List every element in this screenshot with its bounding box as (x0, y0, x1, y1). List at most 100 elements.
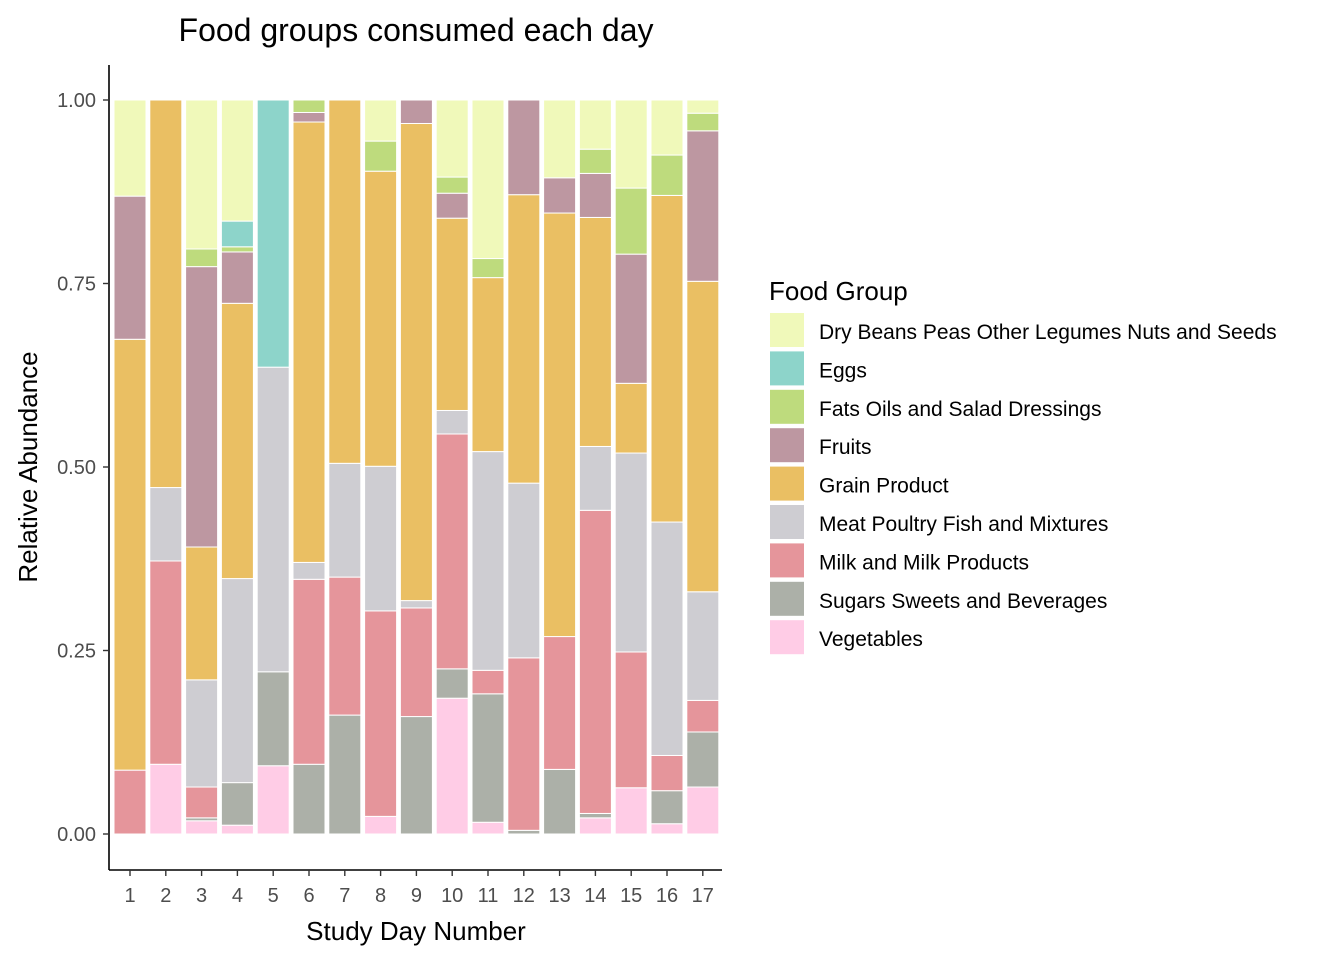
bar-segment-day-12-series-3 (507, 482, 541, 659)
bar-segment-day-4-series-1 (220, 782, 254, 826)
bar-segment-day-10-series-8 (435, 99, 469, 178)
x-axis-label: Study Day Number (306, 916, 526, 946)
bar-segment-day-16-series-2 (650, 754, 684, 792)
bar-segment-day-3-series-2 (185, 786, 219, 819)
bar-segment-day-15-series-3 (614, 452, 648, 653)
bar-segment-day-12-series-2 (507, 657, 541, 831)
bar-segment-day-8-series-0 (364, 815, 398, 835)
bar-segment-day-6-series-4 (292, 121, 326, 563)
y-tick-label: 0.75 (57, 274, 96, 296)
bar-segment-day-7-series-2 (328, 576, 362, 716)
bar-segment-day-2-series-0 (149, 763, 183, 835)
axes-group: 0.000.250.500.751.001 2 3 4 5 6 7 8 9 10 11 12 13 14 1… (57, 65, 722, 907)
bar-segment-day-3-series-3 (185, 679, 219, 788)
bar-segment-day-17-series-4 (686, 280, 720, 593)
bar-segment-day-17-series-3 (686, 591, 720, 701)
bar-segment-day-7-series-3 (328, 462, 362, 578)
bar-segment-day-9-series-1 (399, 716, 433, 835)
bar-segment-day-4-series-3 (220, 578, 254, 784)
legend-key-label: Vegetables (819, 628, 923, 651)
bar-segment-day-7-series-1 (328, 714, 362, 835)
chart-title: Food groups consumed each day (179, 12, 654, 48)
legend: Food Group Dry Beans Peas Other Legumes … (769, 276, 1277, 655)
bar-segment-day-4-series-5 (220, 251, 254, 304)
bar-segment-day-2-series-2 (149, 560, 183, 765)
legend-key-swatch (770, 466, 804, 501)
x-tick-label: 13 (548, 885, 570, 907)
x-tick-label: 12 (513, 885, 535, 907)
legend-key-swatch (770, 428, 804, 463)
legend-key-swatch (770, 351, 804, 386)
bar-segment-day-14-series-3 (578, 445, 612, 511)
bar-segment-day-16-series-3 (650, 521, 684, 756)
x-tick-label: 6 (303, 885, 314, 907)
legend-key-swatch (770, 620, 804, 655)
x-tick-label: 3 (196, 885, 207, 907)
bar-segment-day-14-series-2 (578, 509, 612, 814)
bar-segment-day-13-series-8 (543, 99, 577, 179)
bar-segment-day-17-series-2 (686, 699, 720, 733)
x-tick-label: 5 (268, 885, 279, 907)
bar-segment-day-7-series-4 (328, 99, 362, 464)
x-tick-label: 2 (160, 885, 171, 907)
bar-segment-day-14-series-5 (578, 172, 612, 218)
bar-segment-day-11-series-1 (471, 693, 505, 823)
bar-segment-day-14-series-4 (578, 216, 612, 447)
bar-segment-day-5-series-3 (256, 366, 290, 673)
bar-segment-day-13-series-4 (543, 212, 577, 638)
bar-segment-day-15-series-8 (614, 99, 648, 189)
bar-segment-day-4-series-6 (220, 246, 254, 253)
y-tick-label: 0.00 (57, 824, 96, 846)
bar-segment-day-11-series-0 (471, 821, 505, 835)
legend-key-swatch (770, 581, 804, 616)
bar-segment-day-15-series-5 (614, 253, 648, 384)
legend-key-label: Fats Oils and Salad Dressings (819, 398, 1101, 421)
bar-segment-day-4-series-7 (220, 220, 254, 248)
bar-segment-day-6-series-1 (292, 763, 326, 835)
bar-segment-day-16-series-8 (650, 99, 684, 156)
x-tick-label: 15 (620, 885, 642, 907)
bar-segment-day-2-series-3 (149, 487, 183, 562)
bar-segment-day-1-series-8 (113, 99, 147, 197)
bar-segment-day-4-series-0 (220, 824, 254, 835)
bar-segment-day-9-series-5 (399, 99, 433, 124)
bar-segment-day-10-series-5 (435, 192, 469, 219)
x-tick-label: 16 (656, 885, 678, 907)
bar-segment-day-9-series-2 (399, 607, 433, 718)
bar-segment-day-12-series-5 (507, 99, 541, 196)
bar-segment-day-17-series-5 (686, 130, 720, 282)
bar-segment-day-12-series-4 (507, 194, 541, 484)
bar-segment-day-4-series-4 (220, 302, 254, 580)
bar-segment-day-15-series-2 (614, 651, 648, 789)
x-tick-label: 1 (124, 885, 135, 907)
y-tick-label: 1.00 (57, 90, 96, 112)
bar-segment-day-11-series-8 (471, 99, 505, 260)
bar-segment-day-17-series-1 (686, 731, 720, 788)
bar-segment-day-14-series-8 (578, 99, 612, 150)
legend-key-swatch (770, 389, 804, 424)
bar-segment-day-8-series-4 (364, 170, 398, 467)
bar-segment-day-11-series-6 (471, 258, 505, 279)
bar-segment-day-10-series-4 (435, 217, 469, 411)
bar-segment-day-10-series-1 (435, 668, 469, 699)
bar-segment-day-3-series-6 (185, 248, 219, 268)
bar-segment-day-6-series-2 (292, 578, 326, 765)
legend-key-label: Sugars Sweets and Beverages (819, 590, 1107, 613)
bar-segment-day-16-series-4 (650, 194, 684, 523)
x-tick-label: 9 (411, 885, 422, 907)
bar-segment-day-11-series-4 (471, 277, 505, 453)
bar-segment-day-6-series-6 (292, 99, 326, 113)
bar-segment-day-5-series-1 (256, 671, 290, 767)
bar-segment-day-13-series-2 (543, 636, 577, 770)
bar-segment-day-3-series-8 (185, 99, 219, 250)
bar-segment-day-15-series-0 (614, 787, 648, 835)
x-tick-label: 11 (478, 885, 499, 907)
x-tick-label: 10 (441, 885, 463, 907)
bar-segment-day-16-series-0 (650, 823, 684, 835)
legend-key-swatch (770, 313, 804, 347)
y-tick-label: 0.50 (57, 457, 96, 479)
legend-title: Food Group (769, 276, 908, 306)
bar-segment-day-10-series-0 (435, 697, 469, 835)
legend-key-swatch (770, 543, 804, 578)
bar-segment-day-14-series-1 (578, 812, 612, 819)
